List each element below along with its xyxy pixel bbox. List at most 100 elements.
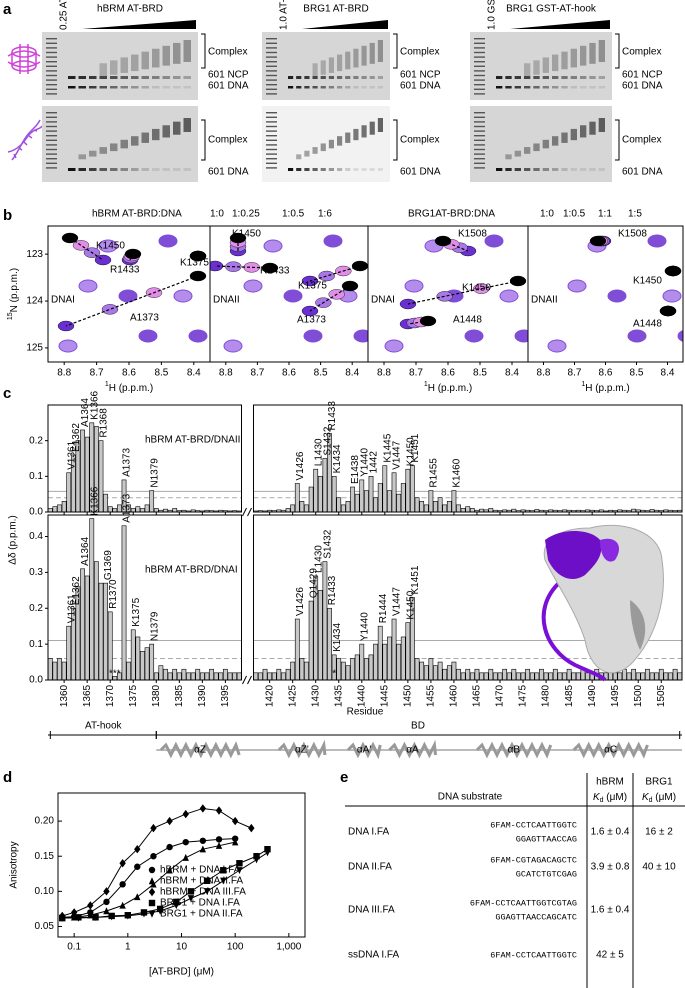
x-axis-label: [AT-BRD] (μM): [149, 967, 214, 978]
band: [162, 76, 170, 79]
bar: [396, 493, 402, 513]
point: [215, 836, 223, 843]
ladder-band: [266, 148, 277, 151]
residue-label: K1450: [405, 437, 416, 466]
bar: [304, 661, 309, 681]
superscript: 1: [424, 381, 428, 388]
panel-label: c: [3, 385, 11, 402]
kd-subscript: d: [600, 797, 604, 804]
peak: [78, 279, 98, 293]
peak: [118, 289, 138, 303]
band: [345, 51, 351, 70]
subplot-title: hBRM AT-BRD/DNAI: [145, 565, 238, 576]
x-tick-label: 1500: [633, 684, 644, 707]
peak: [567, 279, 587, 293]
bar: [433, 665, 438, 681]
band: [337, 54, 343, 72]
residue-label: V1361: [66, 440, 77, 469]
bar: [112, 508, 118, 513]
dna-icon: [7, 119, 43, 161]
bracket: [393, 119, 398, 161]
x-tick-label: 1375: [128, 684, 139, 707]
residue-label: N1379: [149, 611, 160, 641]
x-tick-label: 8.8: [537, 368, 551, 379]
x-tick-label: 1440: [356, 684, 367, 707]
label-text: H (p.p.m.): [585, 383, 629, 394]
bar: [209, 668, 214, 681]
band: [296, 154, 302, 160]
bar: [465, 668, 471, 681]
bar: [290, 504, 296, 513]
band: [570, 128, 577, 141]
gel-title: BRG1 AT-BRD: [303, 4, 368, 15]
band: [598, 168, 605, 171]
column-header: BRG1: [645, 777, 673, 788]
ladder-band: [266, 56, 277, 58]
y-tick-label: 0.20: [35, 816, 55, 827]
point: [148, 887, 156, 897]
bar: [163, 668, 168, 681]
band: [312, 86, 318, 89]
helix: [277, 739, 327, 759]
residue-label: R1444: [378, 593, 389, 623]
gel-title: BRG1 GST-AT-hook: [506, 4, 597, 15]
bar: [61, 661, 67, 681]
bar: [377, 625, 383, 681]
panel-label: d: [3, 769, 12, 786]
kd-value: 1.6 ± 0.4: [591, 827, 630, 838]
residue-label: K1366: [89, 390, 100, 419]
bar: [635, 672, 641, 681]
bar: [345, 665, 351, 681]
bar: [566, 668, 572, 681]
bar: [382, 643, 388, 681]
ladder-band: [266, 162, 277, 164]
band: [173, 76, 181, 79]
bar: [359, 643, 365, 681]
y-tick-label: 0.2: [29, 435, 43, 446]
point: [134, 863, 141, 870]
residue-label: G1369: [103, 550, 114, 580]
peak-label: K1375: [298, 281, 327, 292]
bar: [377, 483, 383, 513]
bar: [437, 661, 443, 681]
band: [552, 76, 559, 79]
domain-label: AT-hook: [85, 721, 122, 732]
band-label: 601 DNA: [622, 81, 663, 92]
band-label: Complex: [208, 47, 247, 58]
point: [203, 877, 211, 885]
band: [353, 168, 359, 171]
y-tick-label: 123: [26, 249, 43, 260]
peak-label: A1448: [453, 315, 482, 326]
helix-label: αA': [357, 745, 371, 756]
y-axis-label: Anisotropy: [9, 841, 20, 888]
bar: [585, 672, 590, 681]
ladder-band: [474, 79, 485, 81]
band: [173, 86, 181, 89]
bar: [313, 468, 319, 513]
bar: [149, 643, 155, 681]
legend-label: hBRM + DNA II.FA: [160, 876, 243, 887]
band: [580, 168, 587, 171]
bar: [267, 672, 273, 681]
band: [328, 57, 334, 73]
bar: [285, 668, 291, 681]
ladder-band: [474, 121, 485, 123]
x-axis-label: Residue: [347, 707, 384, 718]
peak-label: K1450: [232, 229, 261, 240]
band: [183, 76, 191, 79]
bar: [258, 672, 263, 681]
band: [304, 150, 310, 157]
shift-arrow: [65, 275, 199, 327]
point: [220, 867, 227, 874]
residue-label: A1364: [80, 536, 91, 565]
residue-label: N1379: [149, 458, 160, 488]
ladder-band: [474, 135, 485, 137]
bar: [61, 500, 67, 513]
kd-symbol: K: [593, 792, 601, 803]
point: [220, 877, 227, 885]
bar: [645, 668, 650, 681]
band: [361, 45, 367, 66]
bar: [135, 636, 141, 681]
x-tick-label: 1485: [564, 684, 575, 707]
axis-break: [242, 675, 252, 685]
